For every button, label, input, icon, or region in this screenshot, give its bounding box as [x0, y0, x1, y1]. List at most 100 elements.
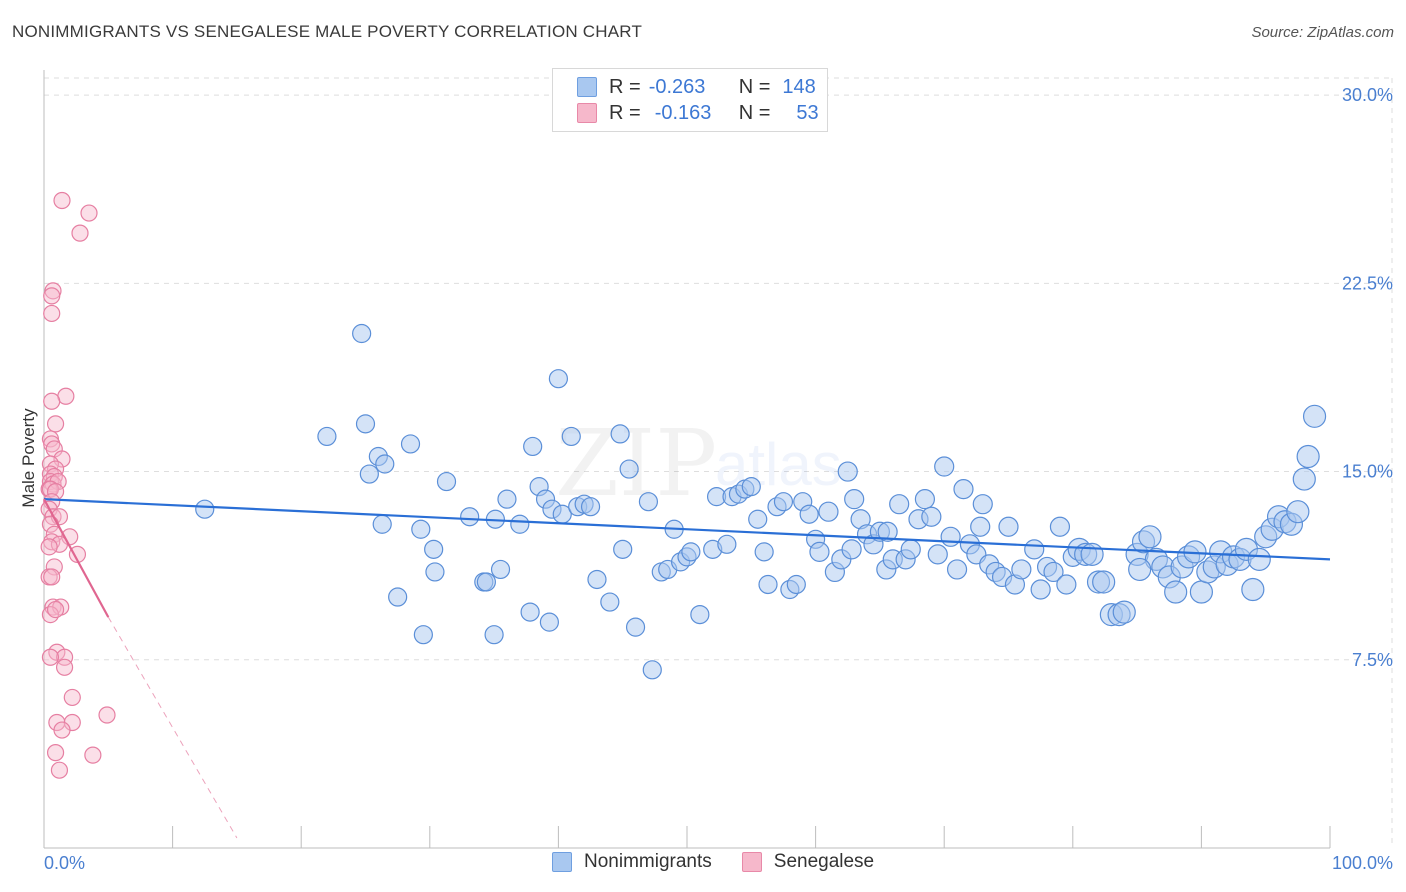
senegalese-point: [55, 648, 74, 666]
y-tick-label: 7.5%: [1352, 650, 1393, 670]
nonimmigrants-point: [580, 497, 601, 517]
nonimmigrants-point: [1049, 516, 1071, 537]
nonimmigrants-point: [690, 604, 710, 625]
nonimmigrants-point: [921, 506, 942, 527]
senegalese-point: [46, 744, 65, 762]
legend-r-value: -0.263: [648, 75, 706, 98]
source-label: Source: ZipAtlas.com: [1251, 24, 1394, 41]
nonimmigrants-point: [613, 539, 633, 559]
y-tick-label: 15.0%: [1342, 462, 1393, 482]
nonimmigrants-trend-line: [43, 498, 1331, 561]
nonimmigrants-point: [972, 494, 993, 515]
nonimmigrants-point: [359, 464, 379, 484]
nonimmigrants-point: [411, 519, 431, 539]
nonimmigrants-point: [539, 612, 559, 632]
senegalese-point: [46, 415, 65, 433]
legend-n-value: 53: [796, 101, 819, 124]
senegalese-point: [43, 435, 61, 453]
senegalese-point: [45, 558, 63, 576]
legend-n-label: N =: [738, 75, 771, 98]
nonimmigrants-point: [510, 514, 530, 534]
nonimmigrants-point: [841, 539, 862, 560]
nonimmigrants-point: [758, 574, 778, 595]
legend-r-value: -0.163: [654, 101, 712, 124]
nonimmigrants-point: [717, 534, 737, 554]
nonimmigrants-point: [352, 323, 372, 344]
legend-n-value: 148: [782, 75, 816, 98]
x-tick-labels: 0.0% 100.0%: [44, 853, 1393, 873]
senegalese-point: [80, 204, 98, 222]
nonimmigrants-point: [998, 516, 1019, 537]
nonimmigrants-point: [1241, 577, 1265, 602]
legend-row-nonimmigrants: R = -0.263 N = 148: [577, 74, 816, 100]
senegalese-point: [71, 224, 89, 242]
nonimmigrants-point: [372, 514, 392, 534]
nonimmigrants-point: [413, 625, 433, 645]
nonimmigrants-point: [1128, 557, 1152, 582]
nonimmigrants-point: [773, 492, 794, 512]
nonimmigrants-point: [587, 569, 607, 590]
nonimmigrants-point: [1247, 547, 1271, 571]
nonimmigrants-point: [548, 369, 569, 389]
senegalese-trend-line: [43, 498, 110, 618]
senegalese-points: [40, 191, 116, 779]
legend-n-label: N =: [738, 101, 771, 124]
legend-swatch-pink: [577, 103, 597, 123]
nonimmigrants-point: [818, 501, 839, 522]
nonimmigrants-point: [914, 489, 936, 510]
legend-r-label: R =: [609, 101, 641, 124]
nonimmigrants-point: [1286, 500, 1310, 524]
senegalese-point: [43, 392, 61, 410]
nonimmigrants-point: [1189, 580, 1214, 604]
senegalese-point: [41, 648, 60, 666]
nonimmigrants-point: [520, 602, 540, 622]
legend-label-nonimmigrants: Nonimmigrants: [584, 851, 712, 872]
nonimmigrants-point: [195, 499, 215, 519]
nonimmigrants-point: [400, 434, 421, 454]
senegalese-point: [50, 761, 69, 779]
legend-item-nonimmigrants: Nonimmigrants: [552, 851, 712, 873]
nonimmigrants-point: [1302, 404, 1327, 428]
senegalese-point: [55, 658, 74, 676]
nonimmigrants-point: [748, 509, 768, 529]
senegalese-point: [98, 706, 116, 724]
y-axis-label: Male Poverty: [19, 408, 38, 508]
nonimmigrants-point: [610, 424, 630, 444]
nonimmigrants-point: [497, 489, 517, 509]
nonimmigrants-point: [900, 539, 921, 560]
senegalese-point: [43, 304, 61, 323]
legend-row-senegalese: R = -0.163 N = 53: [577, 100, 819, 126]
legend-item-senegalese: Senegalese: [741, 851, 874, 873]
nonimmigrants-point: [799, 504, 819, 524]
grid-lines: [44, 77, 1393, 848]
stats-legend: R = -0.263 N = 148 R = -0.163 N = 53: [552, 68, 828, 132]
trend-lines: [43, 498, 1331, 839]
nonimmigrants-point: [681, 542, 701, 562]
nonimmigrants-point: [619, 459, 639, 479]
legend-swatch-blue: [577, 77, 597, 97]
x-tick-label: 100.0%: [1332, 853, 1393, 873]
nonimmigrants-point: [953, 479, 974, 500]
nonimmigrants-point: [927, 544, 948, 565]
nonimmigrants-point: [625, 617, 646, 637]
y-tick-label: 30.0%: [1342, 85, 1393, 105]
nonimmigrants-point: [1011, 559, 1032, 580]
nonimmigrants-point: [388, 587, 408, 607]
nonimmigrants-point: [889, 494, 910, 515]
nonimmigrants-point: [642, 660, 662, 680]
nonimmigrants-point: [741, 477, 761, 497]
chart-title: NONIMMIGRANTS VS SENEGALESE MALE POVERTY…: [12, 22, 643, 41]
nonimmigrants-point: [484, 625, 504, 645]
nonimmigrants-point: [425, 562, 445, 582]
nonimmigrants-point: [1292, 467, 1316, 491]
nonimmigrants-point: [1080, 542, 1104, 566]
senegalese-point: [46, 600, 65, 619]
nonimmigrants-point: [317, 426, 337, 447]
nonimmigrants-point: [1024, 539, 1045, 560]
senegalese-point: [43, 287, 61, 305]
nonimmigrants-point: [1164, 580, 1188, 604]
nonimmigrants-point: [424, 539, 444, 559]
legend-r-label: R =: [609, 75, 641, 98]
nonimmigrants-point: [940, 526, 961, 547]
